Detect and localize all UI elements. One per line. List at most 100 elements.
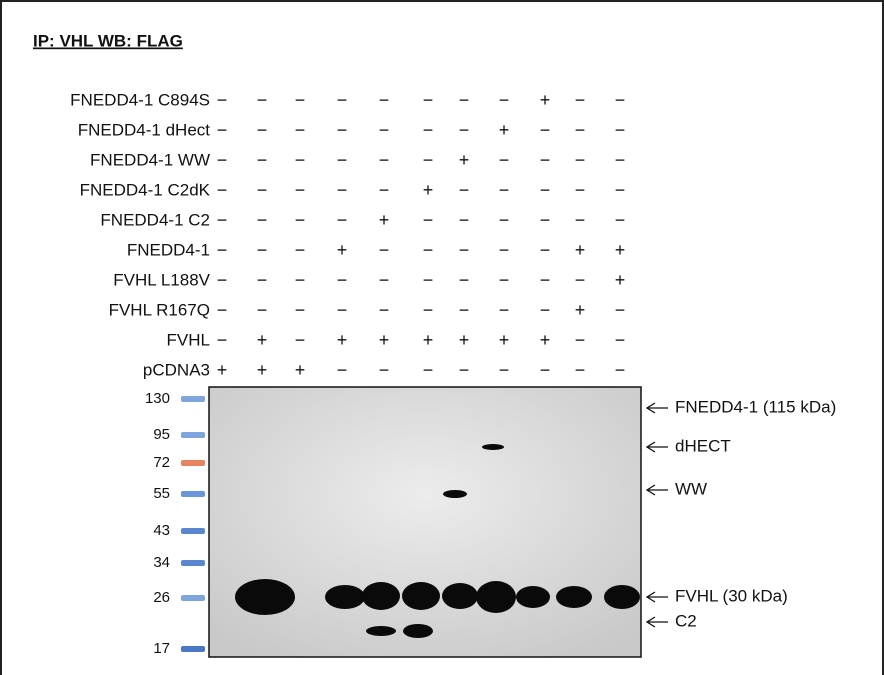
cell-mark: − <box>540 210 551 230</box>
cell-mark: − <box>257 90 268 110</box>
row-label: FNEDD4-1 <box>127 240 210 259</box>
cell-mark: − <box>540 180 551 200</box>
band-label: C2 <box>675 611 697 630</box>
cell-mark: + <box>540 90 551 110</box>
ladder-band <box>181 460 205 466</box>
row-label: pCDNA3 <box>143 360 210 379</box>
cell-mark: − <box>337 90 348 110</box>
row-label: FVHL L188V <box>113 270 210 289</box>
cell-mark: − <box>379 120 390 140</box>
cell-mark: − <box>337 270 348 290</box>
cell-mark: − <box>217 270 228 290</box>
cell-mark: − <box>423 360 434 380</box>
cell-mark: − <box>499 210 510 230</box>
cell-mark: − <box>540 120 551 140</box>
cell-mark: − <box>499 360 510 380</box>
cell-mark: − <box>295 90 306 110</box>
cell-mark: + <box>459 330 470 350</box>
title: IP: VHL WB: FLAG <box>33 31 183 50</box>
cell-mark: − <box>499 270 510 290</box>
ladder-label: 17 <box>153 640 170 657</box>
cell-mark: − <box>257 300 268 320</box>
cell-mark: + <box>379 330 390 350</box>
cell-mark: − <box>575 360 586 380</box>
cell-mark: − <box>540 300 551 320</box>
cell-mark: − <box>217 90 228 110</box>
cell-mark: − <box>295 240 306 260</box>
cell-mark: − <box>459 360 470 380</box>
cell-mark: − <box>575 120 586 140</box>
cell-mark: − <box>217 210 228 230</box>
cell-mark: − <box>615 360 626 380</box>
ladder-label: 55 <box>153 485 170 502</box>
ladder-band <box>181 646 205 652</box>
cell-mark: − <box>337 180 348 200</box>
cell-mark: − <box>459 180 470 200</box>
cell-mark: − <box>575 210 586 230</box>
cell-mark: − <box>575 330 586 350</box>
cell-mark: − <box>459 300 470 320</box>
cell-mark: − <box>423 240 434 260</box>
cell-mark: − <box>295 300 306 320</box>
cell-mark: − <box>337 120 348 140</box>
cell-mark: − <box>540 240 551 260</box>
cell-mark: − <box>379 180 390 200</box>
cell-mark: − <box>379 270 390 290</box>
cell-mark: − <box>257 120 268 140</box>
cell-mark: − <box>379 90 390 110</box>
row-label: FNEDD4-1 dHect <box>78 120 211 139</box>
cell-mark: − <box>423 210 434 230</box>
cell-mark: − <box>295 270 306 290</box>
cell-mark: − <box>423 120 434 140</box>
cell-mark: − <box>295 120 306 140</box>
ladder-label: 72 <box>153 454 170 471</box>
cell-mark: − <box>499 300 510 320</box>
ladder-band <box>181 396 205 402</box>
cell-mark: − <box>575 270 586 290</box>
band-label: dHECT <box>675 436 731 455</box>
ladder-label: 95 <box>153 426 170 443</box>
ladder-label: 43 <box>153 522 170 539</box>
band-label: FVHL (30 kDa) <box>675 586 788 605</box>
cell-mark: − <box>459 270 470 290</box>
cell-mark: − <box>295 330 306 350</box>
cell-mark: + <box>499 330 510 350</box>
cell-mark: − <box>257 210 268 230</box>
cell-mark: − <box>337 360 348 380</box>
cell-mark: − <box>423 300 434 320</box>
cell-mark: − <box>337 300 348 320</box>
cell-mark: − <box>615 150 626 170</box>
cell-mark: + <box>423 330 434 350</box>
cell-mark: − <box>295 150 306 170</box>
cell-mark: − <box>295 210 306 230</box>
cell-mark: − <box>459 120 470 140</box>
cell-mark: + <box>459 150 470 170</box>
cell-mark: − <box>540 360 551 380</box>
ladder-band <box>181 528 205 534</box>
cell-mark: − <box>423 150 434 170</box>
ladder-label: 130 <box>145 390 170 407</box>
cell-mark: − <box>423 270 434 290</box>
cell-mark: − <box>615 120 626 140</box>
cell-mark: − <box>459 240 470 260</box>
ladder-band <box>181 595 205 601</box>
cell-mark: − <box>217 180 228 200</box>
cell-mark: − <box>575 180 586 200</box>
cell-mark: − <box>257 150 268 170</box>
cell-mark: − <box>423 90 434 110</box>
cell-mark: − <box>540 150 551 170</box>
cell-mark: − <box>257 270 268 290</box>
cell-mark: − <box>615 300 626 320</box>
cell-mark: + <box>257 360 268 380</box>
cell-mark: − <box>217 300 228 320</box>
cell-mark: − <box>295 180 306 200</box>
cell-mark: + <box>575 300 586 320</box>
cell-mark: + <box>337 330 348 350</box>
cell-mark: + <box>499 120 510 140</box>
cell-mark: − <box>217 150 228 170</box>
cell-mark: − <box>615 330 626 350</box>
cell-mark: − <box>337 210 348 230</box>
cell-mark: − <box>459 90 470 110</box>
cell-mark: + <box>423 180 434 200</box>
cell-mark: − <box>575 90 586 110</box>
